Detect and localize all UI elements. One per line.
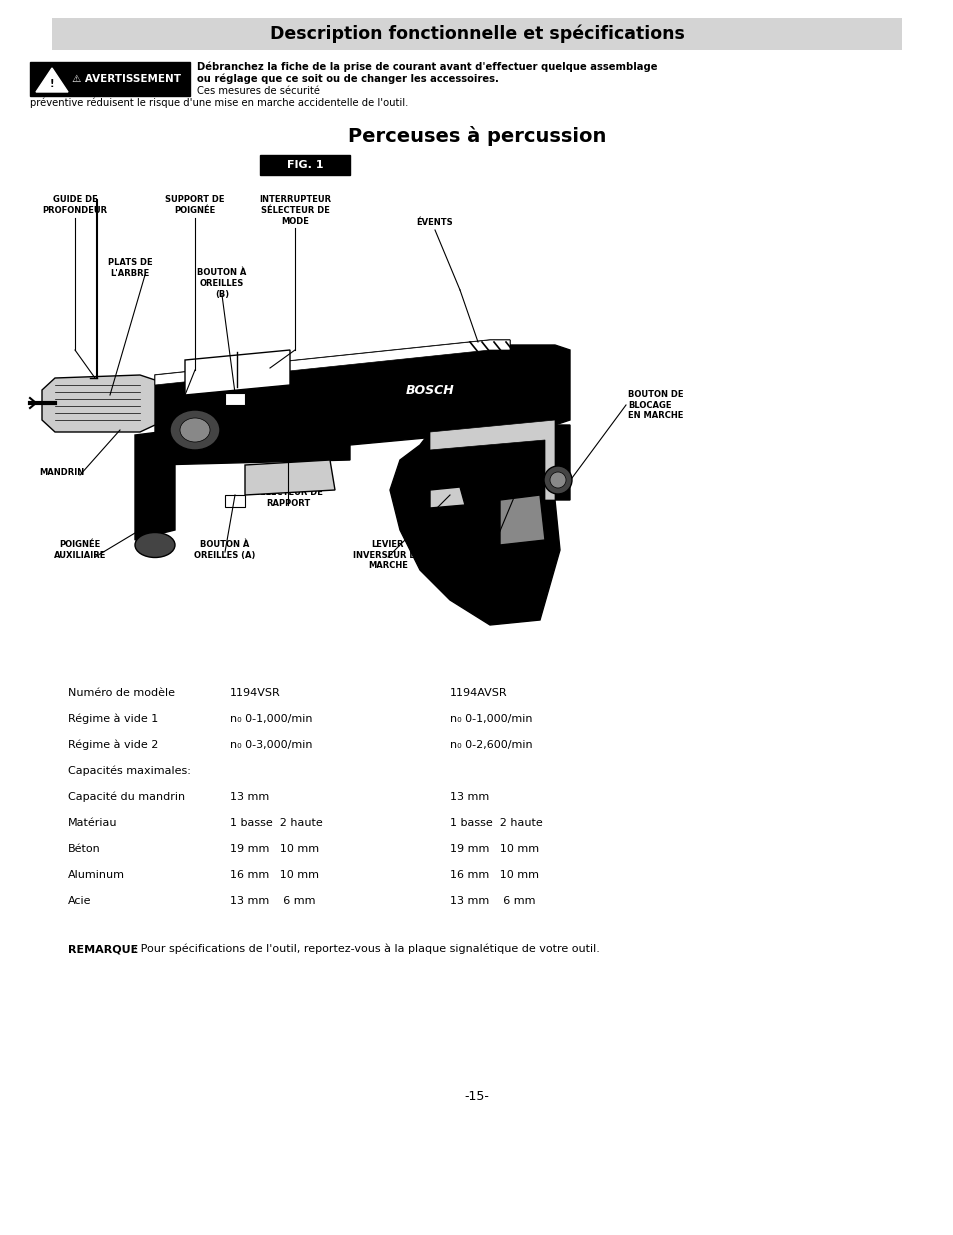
- Polygon shape: [154, 340, 510, 385]
- Text: Matériau: Matériau: [68, 818, 117, 827]
- Bar: [260, 156, 350, 175]
- Text: L: L: [447, 489, 452, 498]
- Text: 13 mm    6 mm: 13 mm 6 mm: [230, 897, 315, 906]
- Text: LEVIER
INVERSEUR DE
MARCHE: LEVIER INVERSEUR DE MARCHE: [354, 540, 422, 571]
- Text: 1 basse  2 haute: 1 basse 2 haute: [230, 818, 322, 827]
- Text: 13 mm    6 mm: 13 mm 6 mm: [450, 897, 535, 906]
- Text: n₀ 0-2,600/min: n₀ 0-2,600/min: [450, 740, 532, 750]
- Polygon shape: [36, 68, 68, 91]
- Polygon shape: [499, 495, 544, 545]
- Text: MANDRIN: MANDRIN: [39, 468, 85, 477]
- Bar: [225, 393, 245, 405]
- Text: BOUTON À
OREILLES (A): BOUTON À OREILLES (A): [194, 540, 255, 559]
- Text: 1 basse  2 haute: 1 basse 2 haute: [450, 818, 542, 827]
- Text: REMARQUE: REMARQUE: [68, 944, 138, 953]
- Polygon shape: [185, 350, 290, 395]
- Text: SUPPORT DE
POIGNÉE: SUPPORT DE POIGNÉE: [165, 195, 225, 215]
- Text: Débranchez la fiche de la prise de courant avant d'effectuer quelque assemblage: Débranchez la fiche de la prise de coura…: [196, 62, 657, 73]
- Text: Régime à vide 2: Régime à vide 2: [68, 740, 158, 751]
- Polygon shape: [42, 375, 154, 432]
- Text: Régime à vide 1: Régime à vide 1: [68, 714, 158, 725]
- Text: 19 mm   10 mm: 19 mm 10 mm: [450, 844, 538, 853]
- Text: SÉLECTEUR DE
RAPPORT: SÉLECTEUR DE RAPPORT: [253, 488, 322, 508]
- Text: ÉVENTS: ÉVENTS: [416, 219, 453, 227]
- Text: 1194VSR: 1194VSR: [230, 688, 280, 698]
- Ellipse shape: [170, 410, 220, 450]
- Text: Acie: Acie: [68, 897, 91, 906]
- Text: 16 mm   10 mm: 16 mm 10 mm: [230, 869, 318, 881]
- Text: GÂCHETTE: GÂCHETTE: [465, 543, 515, 552]
- Text: ⚠ AVERTISSEMENT: ⚠ AVERTISSEMENT: [71, 74, 181, 84]
- Polygon shape: [154, 340, 569, 466]
- Text: ou réglage que ce soit ou de changer les accessoires.: ou réglage que ce soit ou de changer les…: [196, 74, 498, 84]
- Circle shape: [543, 466, 572, 494]
- Text: Description fonctionnelle et spécifications: Description fonctionnelle et spécificati…: [270, 25, 683, 43]
- Text: 16 mm   10 mm: 16 mm 10 mm: [450, 869, 538, 881]
- Polygon shape: [390, 420, 569, 625]
- Text: Numéro de modèle: Numéro de modèle: [68, 688, 174, 698]
- Text: Aluminum: Aluminum: [68, 869, 125, 881]
- Text: Ces mesures de sécurité: Ces mesures de sécurité: [196, 86, 319, 96]
- Polygon shape: [245, 459, 335, 495]
- Text: BOSCH: BOSCH: [405, 384, 454, 396]
- Text: : Pour spécifications de l'outil, reportez-vous à la plaque signalétique de votr: : Pour spécifications de l'outil, report…: [130, 944, 599, 955]
- Text: Béton: Béton: [68, 844, 101, 853]
- Text: n₀ 0-1,000/min: n₀ 0-1,000/min: [230, 714, 313, 724]
- Text: 13 mm: 13 mm: [450, 792, 489, 802]
- Text: FIG. 1: FIG. 1: [287, 161, 323, 170]
- Text: n₀ 0-1,000/min: n₀ 0-1,000/min: [450, 714, 532, 724]
- Text: 19 mm   10 mm: 19 mm 10 mm: [230, 844, 319, 853]
- Polygon shape: [430, 487, 464, 508]
- Ellipse shape: [135, 532, 174, 557]
- Bar: [225, 495, 245, 508]
- Text: -15-: -15-: [464, 1091, 489, 1103]
- Bar: [52, 19, 901, 49]
- Text: n₀ 0-3,000/min: n₀ 0-3,000/min: [230, 740, 313, 750]
- Text: 1194AVSR: 1194AVSR: [450, 688, 507, 698]
- Text: PLATS DE
L'ARBRE: PLATS DE L'ARBRE: [108, 258, 152, 278]
- Text: BOUTON À
OREILLES
(B): BOUTON À OREILLES (B): [197, 268, 247, 299]
- Text: Perceuses à percussion: Perceuses à percussion: [348, 126, 605, 146]
- Text: !: !: [50, 79, 54, 89]
- Text: 1: 1: [254, 364, 265, 378]
- Ellipse shape: [180, 417, 210, 442]
- Text: préventive réduisent le risque d'une mise en marche accidentelle de l'outil.: préventive réduisent le risque d'une mis…: [30, 98, 408, 109]
- Text: INTERRUPTEUR
SÉLECTEUR DE
MODE: INTERRUPTEUR SÉLECTEUR DE MODE: [258, 195, 331, 226]
- Bar: [30, 62, 190, 96]
- Text: Capacité du mandrin: Capacité du mandrin: [68, 792, 185, 803]
- Circle shape: [550, 472, 565, 488]
- Polygon shape: [135, 430, 174, 540]
- Polygon shape: [430, 420, 555, 500]
- Text: GUIDE DE
PROFONDEUR: GUIDE DE PROFONDEUR: [42, 195, 108, 215]
- Text: BOUTON DE
BLOCAGE
EN MARCHE: BOUTON DE BLOCAGE EN MARCHE: [627, 390, 682, 420]
- Text: 2: 2: [213, 367, 223, 382]
- Text: 13 mm: 13 mm: [230, 792, 269, 802]
- Text: Capacités maximales:: Capacités maximales:: [68, 766, 191, 777]
- Text: POIGNÉE
AUXILIAIRE: POIGNÉE AUXILIAIRE: [53, 540, 106, 559]
